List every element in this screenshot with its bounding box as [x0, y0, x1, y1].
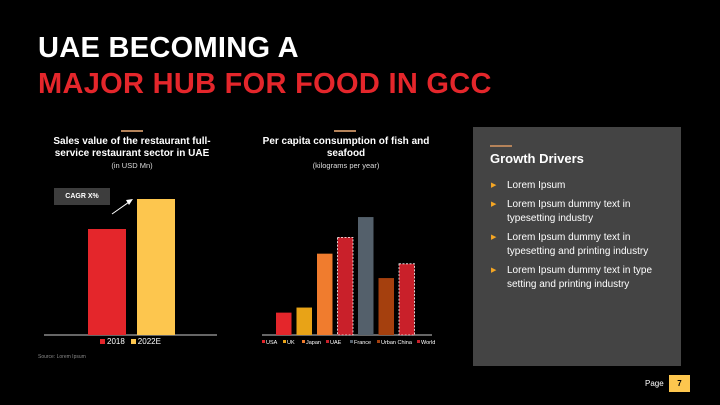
chart2-bar-usa — [276, 312, 292, 335]
chart2-bar-france — [358, 217, 374, 335]
chart2-subtitle: (kilograms per year) — [312, 161, 380, 170]
chart2-tick-france: France — [354, 340, 371, 346]
panel-title: Growth Drivers — [490, 151, 584, 166]
slide-title-line2: MAJOR HUB FOR FOOD IN GCC — [38, 68, 492, 100]
chart2-tick-japan: Japan — [306, 340, 321, 346]
chart2-tick-uae: UAE — [330, 340, 342, 346]
chart2-bar-uk — [296, 307, 312, 335]
chart2-tick-usa: USA — [266, 340, 278, 346]
chart2-legend-swatch-japan — [302, 340, 305, 343]
growth-drivers-list: ▶ Lorem Ipsum ▶ Lorem Ipsum dummy text in … — [490, 179, 670, 297]
growth-drivers-panel: Growth Drivers ▶ Lorem Ipsum ▶ Lorem Ipsum… — [473, 127, 681, 366]
chart2-title: Per capita consumption of fish and seafo… — [262, 136, 430, 159]
list-item: ▶ Lorem Ipsum — [491, 180, 566, 191]
slide-title-line1: UAE BECOMING A — [38, 32, 299, 64]
chart1-plot — [44, 199, 217, 336]
cagr-arrowhead-icon — [126, 199, 133, 205]
bullet-icon: ▶ — [491, 201, 497, 208]
bullet-icon: ▶ — [491, 267, 497, 274]
chart1-legend: 2018 2022E — [100, 337, 161, 346]
list-item: ▶ Lorem Ipsum dummy text in typesetting a… — [491, 232, 649, 257]
panel-accent-line — [490, 145, 512, 147]
chart2-tick-urban-china: Urban China — [381, 340, 413, 346]
chart2-bar-world — [398, 263, 415, 336]
chart2-tick-world: World — [421, 340, 435, 346]
chart2-accent-line — [334, 130, 356, 132]
chart2-tick-uk: UK — [287, 340, 295, 346]
chart1-bar-2022e — [137, 199, 175, 335]
chart2-legend-swatch-uk — [283, 340, 286, 343]
cagr-badge: CAGR X% — [54, 188, 110, 205]
chart2-legend-swatch-usa — [262, 340, 265, 343]
page-label: Page — [645, 379, 664, 388]
chart2-bar-urban-china — [378, 278, 394, 335]
chart2-bar-uae — [337, 236, 354, 336]
chart2-legend-swatch-world — [417, 340, 420, 343]
source-note: Source: Lorem Ipsum — [38, 354, 86, 360]
chart1-bar-2018 — [88, 229, 126, 335]
bullet-icon: ▶ — [491, 234, 497, 241]
legend-item-2022e: 2022E — [130, 337, 161, 346]
chart2-legend-swatch-uae — [326, 340, 329, 343]
chart2-plot: USA UK Japan UAE France Urban China World — [262, 217, 435, 346]
chart2-legend-swatch-urban-china — [377, 340, 380, 343]
chart2-bar-japan — [317, 253, 333, 335]
page-number: 7 — [669, 375, 690, 392]
chart1-title: Sales value of the restaurant full-servi… — [53, 136, 211, 159]
legend-item-2018: 2018 — [100, 337, 125, 346]
bullet-icon: ▶ — [491, 182, 497, 189]
chart1-subtitle: (in USD Mn) — [111, 161, 153, 170]
chart1-accent-line — [121, 130, 143, 132]
list-item: ▶ Lorem Ipsum dummy text in type setting … — [491, 265, 653, 290]
cagr-arrow — [111, 201, 130, 215]
chart2-legend-swatch-france — [350, 340, 353, 343]
list-item: ▶ Lorem Ipsum dummy text in typesetting i… — [491, 199, 631, 224]
